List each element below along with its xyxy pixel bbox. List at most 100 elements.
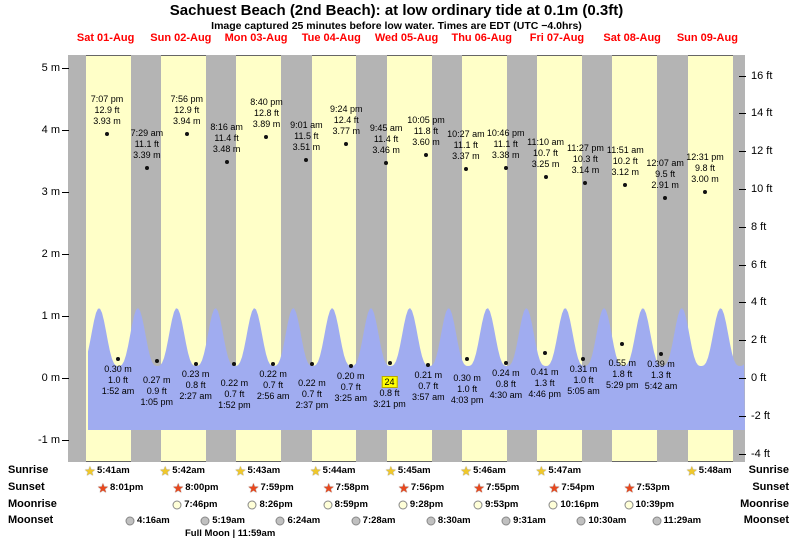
moonrise-time: 10:39pm [635,499,675,510]
moonset-time: 8:30am [437,515,471,526]
moonset-icon [125,516,135,526]
moonset-time: 10:30am [588,515,627,526]
low-tide-annotation: 0.20 m 0.7 ft 3:25 am [334,370,367,403]
high-tide-annotation: 9:45 am 11.4 ft 3.46 m [369,123,403,156]
sunrise-icon: ★ [309,463,322,479]
sunset-time: 8:00pm [185,482,219,493]
sunrise-icon: ★ [535,463,548,479]
current-tide-highlight: 24 [381,376,398,389]
sunrise-time: 5:44am [322,465,356,476]
y-axis-label-m: 1 m [41,310,60,322]
axis-tick [62,130,69,131]
axis-tick [62,192,69,193]
sunset-icon: ★ [473,480,485,496]
moonset-icon [351,516,361,526]
axis-tick [739,453,746,455]
low-tide-dot [465,357,470,362]
sunrise-time: 5:42am [172,465,205,476]
moonrise-time: 9:28pm [409,499,444,510]
sunset-icon: ★ [247,480,260,496]
day-header: Sat 08-Aug [603,32,661,44]
sunset-time: 7:54pm [561,482,595,493]
high-tide-dot [184,131,189,136]
y-axis-label-ft: 16 ft [751,69,773,82]
night-band [732,55,745,462]
sunrise-icon: ★ [84,463,96,479]
sunrise-time: 5:48am [698,465,732,476]
low-tide-dot [348,363,353,368]
y-axis-label-ft: 14 ft [751,107,773,120]
y-axis-label-m: -1 m [38,434,60,446]
day-header: Sun 02-Aug [150,32,212,44]
y-axis-label-ft: 12 ft [751,145,773,158]
moonset-row-label-right: Moonset [743,514,789,526]
moonset-time: 9:31am [513,515,546,526]
high-tide-dot [663,195,668,200]
sunrise-row-label-right: Sunrise [748,464,789,476]
moonset-icon [652,516,662,526]
sunset-row-label-left: Sunset [8,481,45,493]
low-tide-dot [193,361,198,366]
moonset-icon [576,516,586,526]
low-tide-dot [426,362,431,367]
moonrise-time: 10:16pm [560,499,599,510]
y-axis-label-m: 0 m [41,372,60,384]
sunrise-time: 5:47am [548,465,582,476]
axis-tick [739,189,746,191]
axis-tick [62,378,69,379]
high-tide-annotation: 8:40 pm 12.8 ft 3.89 m [250,96,283,129]
high-tide-dot [304,158,309,163]
y-axis-label-ft: -4 ft [751,447,770,460]
sunset-time: 7:56pm [410,482,445,493]
high-tide-annotation: 10:27 am 11.1 ft 3.37 m [447,129,485,162]
moonrise-icon [473,500,483,510]
moonset-time: 7:28am [362,515,396,526]
sunrise-time: 5:46am [473,465,506,476]
low-tide-annotation: 0.21 m 0.7 ft 3:57 am [412,369,445,402]
moonrise-row-label-right: Moonrise [740,498,789,510]
high-tide-annotation: 8:16 am 11.4 ft 3.48 m [210,122,243,155]
day-header: Wed 05-Aug [374,32,439,44]
sunrise-icon: ★ [159,463,172,479]
moonset-time: 11:29am [663,515,702,526]
low-tide-annotation: 0.22 m 0.7 ft 2:37 pm [295,378,329,411]
sunrise-time: 5:45am [397,465,431,476]
low-tide-dot [116,357,120,362]
sunset-icon: ★ [548,480,561,496]
high-tide-annotation: 7:07 pm 12.9 ft 3.93 m [90,94,124,127]
low-tide-annotation: 0.30 m 1.0 ft 4:03 pm [450,373,484,406]
moonrise-time: 9:53pm [485,499,519,510]
high-tide-dot [105,132,109,137]
chart-title: Sachuest Beach (2nd Beach): at low ordin… [169,2,624,19]
day-header: Tue 04-Aug [301,32,361,44]
day-header: Sun 09-Aug [676,32,738,44]
y-axis-label-m: 3 m [41,186,60,198]
low-tide-dot [271,362,276,367]
low-tide-dot [620,341,625,346]
y-axis-label-ft: 6 ft [751,258,767,271]
axis-tick [739,151,746,153]
low-tide-dot [154,359,159,364]
high-tide-annotation: 11:27 pm 10.3 ft 3.14 m [567,143,604,176]
tide-area-path [88,308,745,430]
high-tide-dot [583,181,588,186]
high-tide-dot [264,134,269,139]
y-axis-label-ft: -2 ft [751,409,770,422]
high-tide-annotation: 9:24 pm 12.4 ft 3.77 m [329,104,363,137]
low-tide-dot [542,350,547,355]
high-tide-annotation: 12:07 am 9.5 ft 2.91 m [646,157,684,190]
y-axis-label-ft: 8 ft [751,220,767,233]
moonset-time: 5:19am [212,515,245,526]
axis-tick [739,378,746,379]
high-tide-dot [423,152,428,157]
low-tide-annotation: 0.22 m 0.7 ft 2:56 am [256,369,290,402]
high-tide-dot [144,165,149,170]
low-tide-annotation: 0.22 m 0.7 ft 1:52 pm [218,378,251,411]
sunset-icon: ★ [623,480,636,496]
moonset-icon [426,516,436,526]
y-axis-label-m: 2 m [41,248,60,260]
y-axis-label-m: 4 m [41,124,60,136]
full-moon-label: Full Moon | 11:59am [185,528,276,539]
sunrise-icon: ★ [460,463,472,479]
